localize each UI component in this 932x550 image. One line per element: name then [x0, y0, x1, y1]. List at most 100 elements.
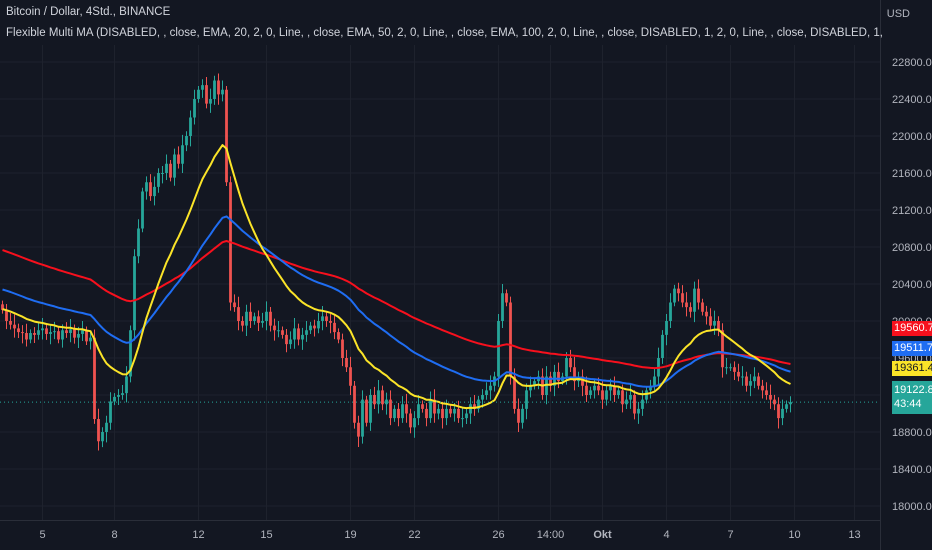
candle-body	[777, 404, 780, 419]
candle-body	[409, 413, 412, 428]
candle-body	[557, 371, 560, 382]
candle-body	[529, 385, 532, 391]
y-tick-label: 18400.00	[892, 464, 932, 476]
candle-body	[129, 330, 132, 377]
candle-body	[133, 256, 136, 331]
candle-body	[17, 328, 20, 333]
candle-body	[253, 316, 256, 321]
candle-body	[617, 390, 620, 395]
candle-body	[625, 399, 628, 405]
y-tick-label: 18000.00	[892, 501, 932, 513]
candle-body	[685, 302, 688, 308]
candle-body	[57, 331, 60, 340]
candle-body	[569, 358, 572, 368]
candle-body	[389, 399, 392, 419]
candle-body	[201, 85, 204, 90]
candle-body	[5, 309, 8, 321]
candle-body	[681, 293, 684, 303]
candle-body	[757, 376, 760, 386]
candle-body	[421, 404, 424, 409]
candle-body	[469, 404, 472, 414]
candle-body	[669, 302, 672, 321]
candle-body	[209, 99, 212, 104]
candle-body	[405, 404, 408, 414]
candle-body	[117, 395, 120, 397]
candle-body	[161, 173, 164, 174]
candle-body	[341, 339, 344, 358]
candle-body	[701, 302, 704, 312]
candle-body	[769, 395, 772, 400]
candle-body	[153, 186, 156, 197]
candle-body	[509, 302, 512, 377]
candle-body	[789, 402, 792, 405]
candle-body	[181, 145, 184, 164]
candle-body	[485, 390, 488, 395]
candle-body	[377, 390, 380, 405]
candle-body	[269, 311, 272, 326]
candle-body	[361, 399, 364, 437]
candle-body	[481, 395, 484, 400]
candle-body	[9, 321, 12, 325]
candle-body	[633, 395, 636, 414]
candle-body	[605, 390, 608, 400]
candle-body	[441, 408, 444, 419]
candle-body	[97, 419, 100, 442]
candle-body	[737, 371, 740, 377]
candle-body	[613, 385, 616, 395]
candle-body	[149, 182, 152, 197]
candle-body	[289, 339, 292, 345]
candle-body	[413, 418, 416, 428]
candle-body	[77, 333, 80, 338]
candle-body	[433, 399, 436, 414]
candle-body	[573, 367, 576, 382]
candle-body	[293, 328, 296, 340]
candle-body	[457, 408, 460, 419]
symbol-title[interactable]: Bitcoin / Dollar, 4Std., BINANCE	[6, 6, 171, 18]
candle-body	[337, 332, 340, 340]
x-tick-label: 15	[260, 529, 272, 541]
x-tick-label: 13	[848, 529, 860, 541]
ema20-price-badge: 19361.46	[892, 361, 932, 376]
candle-body	[357, 422, 360, 437]
candle-body	[265, 311, 268, 321]
candle-body	[1, 304, 4, 310]
candle-body	[373, 395, 376, 405]
x-tick-label: Okt	[593, 529, 612, 541]
x-tick-label: 19	[344, 529, 356, 541]
candle-body	[765, 390, 768, 395]
candle-body	[25, 333, 28, 340]
indicator-legend[interactable]: Flexible Multi MA (DISABLED, , close, EM…	[6, 27, 884, 39]
candle-body	[53, 331, 56, 333]
candle-body	[461, 418, 464, 420]
candle-body	[641, 399, 644, 409]
candle-body	[297, 328, 300, 340]
candle-body	[369, 395, 372, 423]
currency-label: USD	[886, 8, 910, 20]
candle-body	[505, 293, 508, 303]
candle-body	[449, 408, 452, 414]
x-tick-label: 14:00	[537, 529, 565, 541]
candle-body	[177, 154, 180, 164]
candle-body	[121, 393, 124, 395]
candle-body	[417, 404, 420, 419]
candle-body	[445, 408, 448, 419]
candle-body	[349, 367, 352, 386]
last-price-badge: 19122.84 43:44	[892, 381, 932, 414]
candle-body	[313, 325, 316, 329]
ema50-line	[2, 215, 791, 388]
y-tick-label: 21200.00	[892, 205, 932, 217]
bar-countdown: 43:44	[894, 398, 922, 410]
candle-body	[473, 404, 476, 409]
candle-body	[353, 385, 356, 423]
candle-body	[673, 288, 676, 303]
candle-body	[329, 321, 332, 323]
candle-body	[713, 321, 716, 326]
candle-body	[73, 329, 76, 338]
candle-body	[165, 163, 168, 173]
candle-body	[249, 311, 252, 321]
candle-body	[277, 330, 280, 332]
candle-body	[41, 328, 44, 331]
candle-body	[65, 330, 68, 334]
